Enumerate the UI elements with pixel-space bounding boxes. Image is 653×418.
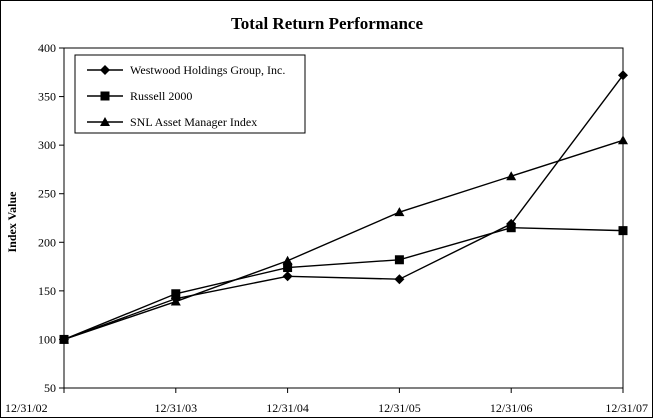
- x-tick-label: 12/31/05: [378, 401, 421, 415]
- x-tick-label: 12/31/07: [605, 401, 648, 415]
- y-tick-label: 50: [44, 381, 56, 395]
- legend-label: Russell 2000: [130, 89, 192, 103]
- y-tick-label: 350: [38, 90, 56, 104]
- legend-marker-diamond: [100, 65, 110, 75]
- x-tick-label: 12/31/04: [266, 401, 309, 415]
- data-point: [394, 255, 404, 265]
- legend-marker-square: [100, 91, 110, 101]
- legend-item: SNL Asset Manager Index: [87, 115, 257, 129]
- y-tick-label: 400: [38, 41, 56, 55]
- series-square: [59, 223, 628, 344]
- data-point: [506, 223, 516, 233]
- data-point: [618, 70, 628, 81]
- legend-marker-triangle: [100, 117, 110, 126]
- x-tick-label: 12/31/06: [490, 401, 533, 415]
- legend-label: Westwood Holdings Group, Inc.: [130, 63, 285, 77]
- x-tick-label: 12/31/02: [5, 401, 48, 415]
- y-tick-label: 100: [38, 332, 56, 346]
- y-axis: 50 100 150 200 250 300 350 400: [38, 41, 64, 395]
- y-tick-label: 300: [38, 138, 56, 152]
- data-point: [506, 171, 517, 181]
- legend-item: Westwood Holdings Group, Inc.: [87, 63, 285, 77]
- legend-box: [74, 54, 306, 134]
- y-tick-label: 200: [38, 235, 56, 249]
- plot-area: [63, 47, 624, 389]
- data-point: [394, 207, 405, 217]
- data-point: [618, 226, 628, 236]
- data-point: [170, 296, 181, 306]
- x-axis: 12/31/02 12/31/03 12/31/04 12/31/05 12/31/06…: [5, 388, 648, 415]
- legend: Westwood Holdings Group, Inc. Russell 200…: [74, 54, 306, 134]
- legend-item: Russell 2000: [87, 89, 192, 103]
- data-point: [282, 271, 293, 282]
- y-axis-label: Index Value: [5, 191, 19, 253]
- series-line: [63, 74, 624, 341]
- x-tick-label: 12/31/03: [154, 401, 197, 415]
- series-group: [59, 70, 628, 345]
- series-triangle: [59, 135, 628, 344]
- data-point: [394, 274, 405, 285]
- series-line: [63, 139, 624, 341]
- chart-title: Total Return Performance: [231, 14, 423, 33]
- data-point: [618, 135, 628, 145]
- data-point: [282, 255, 293, 265]
- legend-label: SNL Asset Manager Index: [130, 115, 257, 129]
- y-tick-label: 150: [38, 284, 56, 298]
- data-point: [59, 334, 69, 344]
- series-line: [63, 227, 624, 341]
- data-point: [283, 263, 293, 273]
- data-point: [171, 289, 181, 299]
- y-tick-label: 250: [38, 187, 56, 201]
